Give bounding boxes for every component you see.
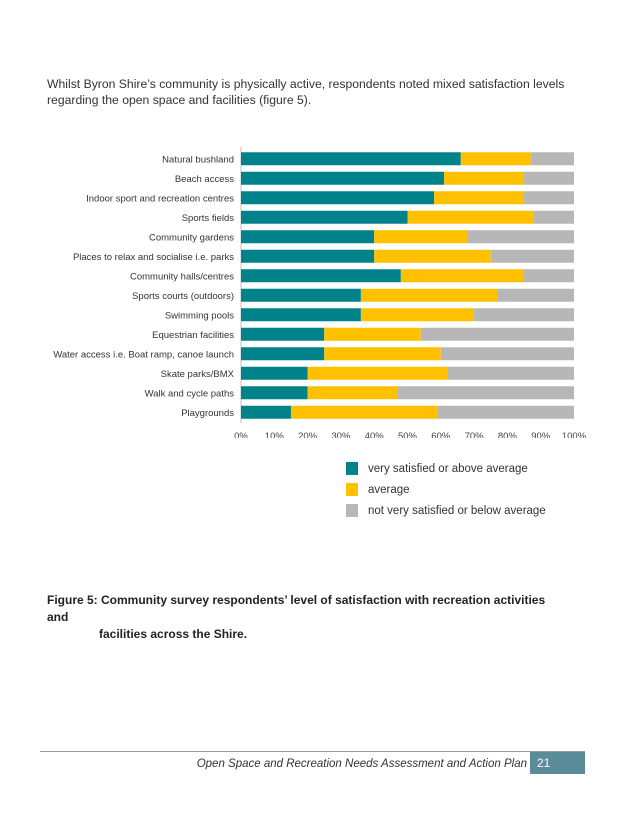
category-label-beach-access: Beach access	[175, 174, 234, 185]
bar-natural-bushland-very-satisfied-or-above-average	[241, 152, 461, 166]
x-tick-label-70pct: 70%	[465, 431, 485, 438]
figure-caption: Figure 5: Community survey respondents’ …	[47, 592, 567, 643]
bar-skate-parks-bmx-very-satisfied-or-above-average	[241, 366, 308, 380]
legend-label-not-satisfied: not very satisfied or below average	[368, 504, 546, 517]
bar-community-halls-centres-very-satisfied-or-above-average	[241, 269, 401, 283]
chart-legend: very satisfied or above average average …	[346, 458, 546, 521]
bar-skate-parks-bmx-not-very-satisfied-or-below-average	[447, 366, 574, 380]
intro-paragraph: Whilst Byron Shire’s community is physic…	[47, 77, 565, 107]
bar-swimming-pools-average	[360, 308, 475, 322]
bar-sports-fields-not-very-satisfied-or-below-average	[534, 210, 574, 224]
x-tick-label-40pct: 40%	[365, 431, 385, 438]
legend-swatch-average	[346, 483, 358, 496]
category-label-playgrounds: Playgrounds	[181, 408, 234, 419]
x-tick-label-20pct: 20%	[298, 431, 318, 438]
bar-water-access-i-e-boat-ramp-canoe-launch-very-satisfied-or-above-average	[241, 347, 325, 361]
bar-sports-courts-outdoors-average	[360, 288, 498, 302]
bar-playgrounds-very-satisfied-or-above-average	[241, 405, 291, 419]
caption-line-1: Figure 5: Community survey respondents’ …	[47, 593, 546, 624]
footer-document-title: Open Space and Recreation Needs Assessme…	[196, 758, 527, 770]
bar-swimming-pools-not-very-satisfied-or-below-average	[474, 308, 574, 322]
legend-label-very-satisfied: very satisfied or above average	[368, 462, 528, 475]
x-tick-label-50pct: 50%	[398, 431, 418, 438]
category-label-equestrian-facilities: Equestrian facilities	[152, 330, 234, 341]
x-tick-label-90pct: 90%	[531, 431, 551, 438]
bar-swimming-pools-very-satisfied-or-above-average	[241, 308, 361, 322]
bar-sports-courts-outdoors-not-very-satisfied-or-below-average	[497, 288, 574, 302]
bar-water-access-i-e-boat-ramp-canoe-launch-average	[324, 347, 441, 361]
bar-places-to-relax-and-socialise-i-e-parks-very-satisfied-or-above-average	[241, 249, 375, 263]
caption-line-2: facilities across the Shire.	[99, 627, 248, 641]
bar-equestrian-facilities-very-satisfied-or-above-average	[241, 327, 325, 341]
bar-indoor-sport-and-recreation-centres-not-very-satisfied-or-below-average	[524, 191, 574, 205]
category-label-swimming-pools: Swimming pools	[165, 310, 234, 321]
legend-swatch-very-satisfied	[346, 462, 358, 475]
bar-playgrounds-average	[290, 405, 438, 419]
bar-sports-courts-outdoors-very-satisfied-or-above-average	[241, 288, 361, 302]
legend-label-average: average	[368, 483, 410, 496]
legend-item-very-satisfied: very satisfied or above average	[346, 458, 546, 479]
bar-walk-and-cycle-paths-not-very-satisfied-or-below-average	[397, 386, 574, 400]
bar-sports-fields-average	[407, 210, 535, 224]
bar-places-to-relax-and-socialise-i-e-parks-average	[374, 249, 491, 263]
category-label-skate-parks-bmx: Skate parks/BMX	[161, 369, 235, 380]
bar-equestrian-facilities-average	[324, 327, 421, 341]
bar-community-gardens-average	[374, 230, 468, 244]
category-label-community-halls-centres: Community halls/centres	[130, 271, 234, 282]
bar-beach-access-average	[444, 171, 525, 185]
bar-beach-access-very-satisfied-or-above-average	[241, 171, 445, 185]
bar-sports-fields-very-satisfied-or-above-average	[241, 210, 408, 224]
legend-item-average: average	[346, 479, 546, 500]
page-number: 21	[530, 752, 585, 774]
bar-natural-bushland-not-very-satisfied-or-below-average	[530, 152, 574, 166]
category-label-indoor-sport-and-recreation-centres: Indoor sport and recreation centres	[86, 193, 234, 204]
bar-walk-and-cycle-paths-very-satisfied-or-above-average	[241, 386, 308, 400]
bar-community-halls-centres-average	[400, 269, 525, 283]
bar-natural-bushland-average	[460, 152, 531, 166]
category-label-water-access-i-e-boat-ramp-canoe-launch: Water access i.e. Boat ramp, canoe launc…	[53, 349, 234, 360]
x-tick-label-10pct: 10%	[265, 431, 285, 438]
bar-walk-and-cycle-paths-average	[307, 386, 398, 400]
x-tick-label-100pct: 100%	[562, 431, 587, 438]
category-label-walk-and-cycle-paths: Walk and cycle paths	[145, 388, 235, 399]
bar-community-halls-centres-not-very-satisfied-or-below-average	[524, 269, 574, 283]
bar-indoor-sport-and-recreation-centres-average	[434, 191, 525, 205]
legend-item-not-satisfied: not very satisfied or below average	[346, 500, 546, 521]
bar-skate-parks-bmx-average	[307, 366, 448, 380]
satisfaction-stacked-bar-chart: Natural bushland Beach access Indoor sport…	[53, 147, 587, 438]
category-label-sports-courts-outdoors: Sports courts (outdoors)	[132, 291, 234, 302]
bar-community-gardens-not-very-satisfied-or-below-average	[467, 230, 574, 244]
category-label-places-to-relax-and-socialise-i-e-parks: Places to relax and socialise i.e. parks	[73, 252, 234, 263]
x-tick-label-0pct: 0%	[234, 431, 248, 438]
bar-beach-access-not-very-satisfied-or-below-average	[524, 171, 574, 185]
bar-community-gardens-very-satisfied-or-above-average	[241, 230, 375, 244]
bar-water-access-i-e-boat-ramp-canoe-launch-not-very-satisfied-or-below-average	[440, 347, 574, 361]
x-tick-label-80pct: 80%	[498, 431, 518, 438]
bar-playgrounds-not-very-satisfied-or-below-average	[437, 405, 574, 419]
legend-swatch-not-satisfied	[346, 504, 358, 517]
x-tick-label-30pct: 30%	[331, 431, 351, 438]
category-label-community-gardens: Community gardens	[149, 232, 234, 243]
x-tick-label-60pct: 60%	[431, 431, 451, 438]
bar-places-to-relax-and-socialise-i-e-parks-not-very-satisfied-or-below-average	[490, 249, 574, 263]
bar-equestrian-facilities-not-very-satisfied-or-below-average	[420, 327, 574, 341]
category-label-sports-fields: Sports fields	[182, 213, 235, 224]
bar-indoor-sport-and-recreation-centres-very-satisfied-or-above-average	[241, 191, 435, 205]
category-label-natural-bushland: Natural bushland	[162, 154, 234, 165]
footer-rule	[40, 751, 585, 752]
